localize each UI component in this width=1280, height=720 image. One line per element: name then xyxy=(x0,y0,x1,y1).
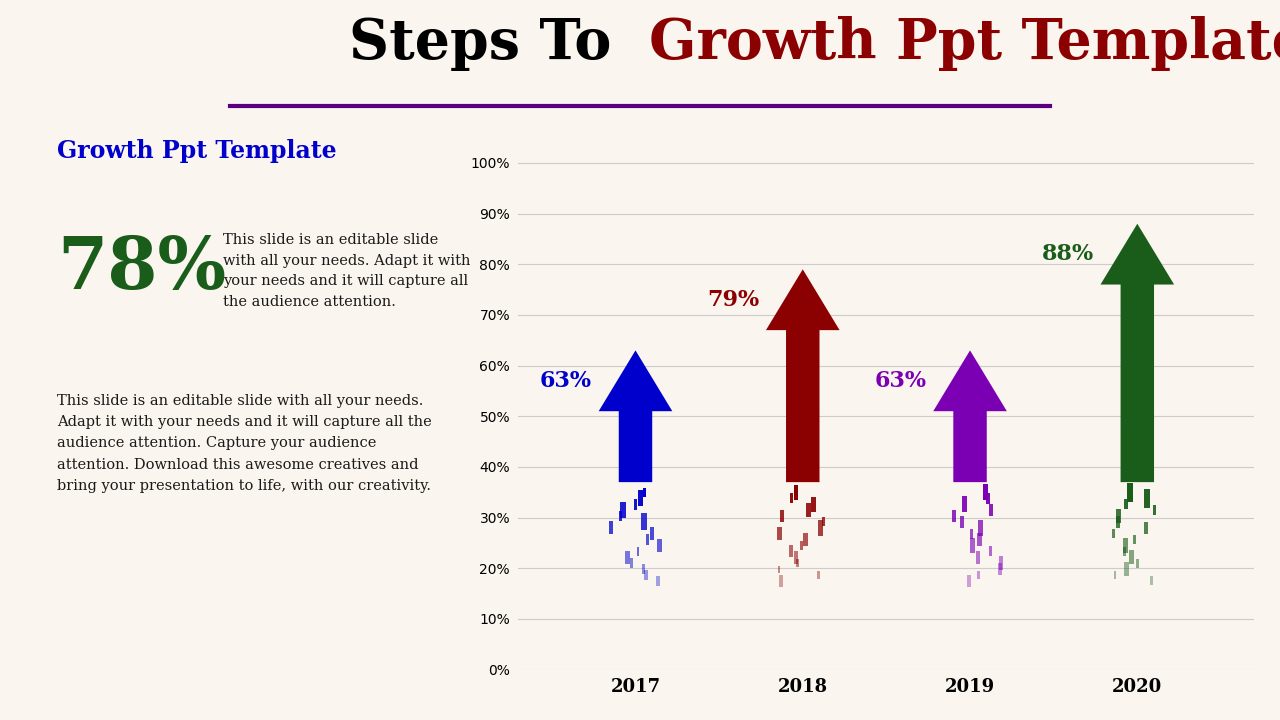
Bar xyxy=(657,576,659,586)
Bar xyxy=(777,527,782,541)
Text: Growth Ppt Template: Growth Ppt Template xyxy=(56,139,337,163)
Bar xyxy=(1112,529,1115,539)
Text: Growth Ppt Template: Growth Ppt Template xyxy=(649,17,1280,71)
Text: 79%: 79% xyxy=(707,289,759,311)
Bar xyxy=(1124,499,1128,509)
Polygon shape xyxy=(933,351,1007,482)
Text: 78%: 78% xyxy=(56,233,227,305)
Text: 88%: 88% xyxy=(1042,243,1094,265)
Bar xyxy=(637,490,643,506)
Bar xyxy=(800,541,804,550)
Bar xyxy=(960,516,964,528)
Bar xyxy=(1129,551,1134,564)
Bar xyxy=(621,502,626,518)
Bar xyxy=(804,534,808,546)
Bar xyxy=(978,520,983,536)
Bar xyxy=(778,575,782,587)
Bar xyxy=(989,546,992,557)
Bar xyxy=(998,557,1004,570)
Text: 63%: 63% xyxy=(874,370,927,392)
Bar xyxy=(609,521,613,534)
Text: Steps To: Steps To xyxy=(349,17,631,71)
Polygon shape xyxy=(765,269,840,482)
Bar xyxy=(788,546,792,557)
Bar xyxy=(1123,546,1126,556)
Bar xyxy=(794,551,799,564)
Bar xyxy=(630,558,634,568)
Bar xyxy=(1116,509,1121,523)
Bar xyxy=(641,513,646,530)
Bar xyxy=(790,493,794,503)
Bar xyxy=(966,575,972,587)
Bar xyxy=(970,528,974,539)
Bar xyxy=(977,571,979,579)
Bar xyxy=(796,559,799,567)
Bar xyxy=(1123,538,1128,553)
Bar xyxy=(1128,483,1133,502)
Bar xyxy=(626,551,630,564)
Bar xyxy=(818,520,823,536)
Text: This slide is an editable slide
with all your needs. Adapt it with
your needs an: This slide is an editable slide with all… xyxy=(223,233,470,309)
Bar xyxy=(1114,571,1116,579)
Bar xyxy=(987,492,989,504)
Bar xyxy=(650,527,654,540)
Bar xyxy=(634,499,637,510)
Bar xyxy=(644,570,648,580)
Bar xyxy=(963,496,968,512)
Bar xyxy=(822,518,826,526)
Polygon shape xyxy=(1101,224,1174,482)
Bar xyxy=(1137,559,1139,567)
Bar xyxy=(643,487,646,497)
Bar xyxy=(620,511,622,521)
Bar xyxy=(978,534,982,546)
Bar xyxy=(1153,505,1156,515)
Bar xyxy=(1149,577,1153,585)
Bar xyxy=(977,551,980,564)
Text: 63%: 63% xyxy=(540,370,593,392)
Bar xyxy=(646,534,649,544)
Bar xyxy=(781,510,785,522)
Bar xyxy=(658,539,662,552)
Bar xyxy=(1133,536,1135,544)
Bar xyxy=(778,565,780,572)
Bar xyxy=(812,497,817,512)
Bar xyxy=(952,510,956,522)
Bar xyxy=(988,504,992,516)
Bar xyxy=(636,547,640,556)
Bar xyxy=(1144,522,1148,534)
Polygon shape xyxy=(599,351,672,482)
Bar xyxy=(1144,489,1151,508)
Bar xyxy=(1124,562,1129,576)
Bar xyxy=(970,538,975,553)
Bar xyxy=(983,484,988,500)
Bar xyxy=(641,564,645,575)
Text: This slide is an editable slide with all your needs.
Adapt it with your needs an: This slide is an editable slide with all… xyxy=(56,394,431,492)
Bar xyxy=(817,571,819,580)
Bar xyxy=(794,485,799,500)
Bar xyxy=(806,503,810,517)
Bar xyxy=(998,563,1002,575)
Bar xyxy=(1116,516,1120,528)
